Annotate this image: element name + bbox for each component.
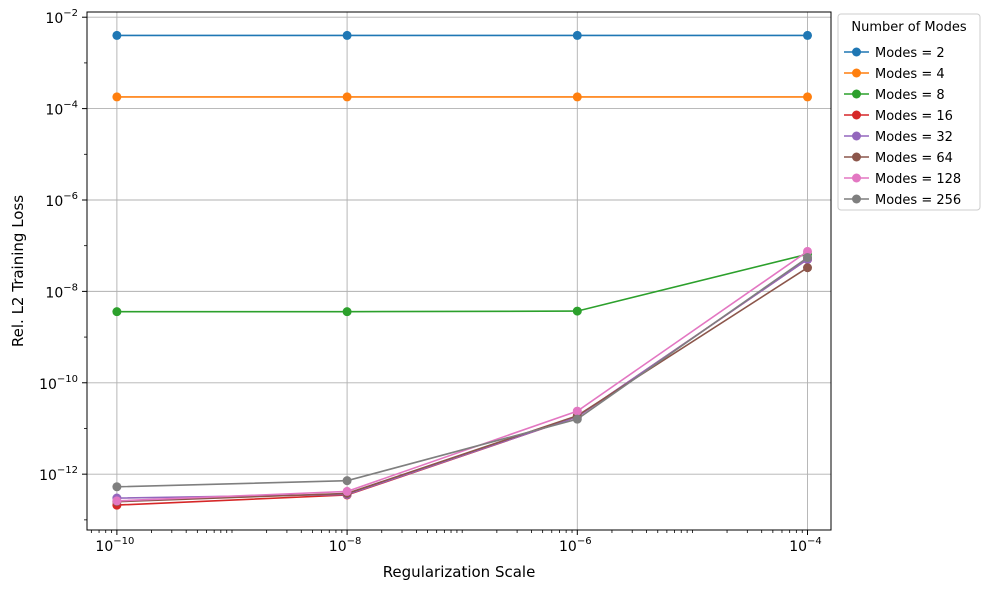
- data-point: [803, 263, 813, 273]
- data-point: [572, 406, 582, 416]
- legend-marker: [852, 68, 861, 78]
- data-point: [112, 307, 122, 317]
- legend-label: Modes = 64: [875, 151, 953, 166]
- legend-marker: [852, 89, 861, 99]
- legend-label: Modes = 4: [875, 67, 945, 82]
- legend-item: Modes = 2: [844, 46, 945, 61]
- data-point: [342, 92, 352, 102]
- series-layer: [112, 30, 813, 510]
- series-1: [112, 30, 813, 40]
- legend-label: Modes = 16: [875, 109, 953, 124]
- x-axis-label: Regularization Scale: [383, 563, 536, 581]
- x-tick-label: 10−8: [329, 536, 362, 555]
- legend-title: Number of Modes: [851, 20, 966, 35]
- legend-item: Modes = 128: [844, 172, 961, 187]
- legend-label: Modes = 256: [875, 193, 961, 208]
- legend-marker: [852, 194, 861, 204]
- data-point: [342, 307, 352, 317]
- data-point: [112, 482, 122, 492]
- data-point: [572, 30, 582, 40]
- data-point: [342, 486, 352, 496]
- y-tick-label: 10−12: [39, 465, 78, 484]
- data-point: [572, 306, 582, 316]
- data-point: [342, 30, 352, 40]
- series-line: [116, 267, 808, 503]
- data-point: [803, 30, 813, 40]
- series-line: [116, 258, 808, 499]
- y-tick-label: 10−2: [45, 8, 78, 27]
- y-tick-label: 10−8: [45, 282, 78, 301]
- data-point: [112, 30, 122, 40]
- legend-label: Modes = 32: [875, 130, 953, 145]
- y-tick-label: 10−6: [45, 191, 78, 210]
- x-axis-ticks: 10−10 10−8 10−6 10−4: [90, 530, 822, 555]
- legend: Number of Modes Modes = 2 Modes = 4 Modes …: [837, 13, 981, 211]
- series-7: [112, 246, 813, 506]
- y-tick-label: 10−10: [39, 374, 78, 393]
- data-point: [572, 92, 582, 102]
- series-8: [112, 253, 813, 492]
- legend-label: Modes = 128: [875, 172, 961, 187]
- legend-box: [837, 13, 981, 211]
- series-line: [116, 256, 808, 488]
- data-point: [572, 414, 582, 424]
- legend-item: Modes = 32: [844, 130, 953, 145]
- data-point: [342, 476, 352, 486]
- series-5: [112, 254, 813, 503]
- y-axis-ticks: 10−12 10−10 10−8 10−6 10−4 10−2: [39, 8, 87, 521]
- data-point: [112, 496, 122, 506]
- data-point: [803, 246, 813, 256]
- series-line: [116, 250, 808, 502]
- series-6: [112, 263, 813, 507]
- legend-item: Modes = 4: [844, 67, 945, 82]
- legend-label: Modes = 8: [875, 88, 945, 103]
- y-axis-label: Rel. L2 Training Loss: [9, 195, 27, 347]
- x-tick-label: 10−10: [95, 536, 134, 555]
- data-point: [803, 253, 813, 263]
- legend-item: Modes = 16: [844, 109, 953, 124]
- series-4: [112, 254, 813, 510]
- y-tick-label: 10−4: [45, 100, 78, 119]
- legend-marker: [852, 47, 861, 57]
- legend-marker: [852, 173, 861, 183]
- legend-marker: [852, 110, 861, 120]
- plot-frame: [86, 11, 832, 531]
- legend-item: Modes = 8: [844, 88, 945, 103]
- series-3: [112, 249, 813, 317]
- x-tick-label: 10−4: [789, 536, 822, 555]
- legend-marker: [852, 131, 861, 141]
- data-point: [803, 92, 813, 102]
- data-point: [112, 92, 122, 102]
- legend-item: Modes = 64: [844, 151, 953, 166]
- series-line: [116, 258, 808, 506]
- series-2: [112, 92, 813, 102]
- legend-label: Modes = 2: [875, 46, 945, 61]
- legend-item: Modes = 256: [844, 193, 961, 208]
- x-tick-label: 10−6: [559, 536, 592, 555]
- legend-marker: [852, 152, 861, 162]
- series-line: [116, 253, 808, 313]
